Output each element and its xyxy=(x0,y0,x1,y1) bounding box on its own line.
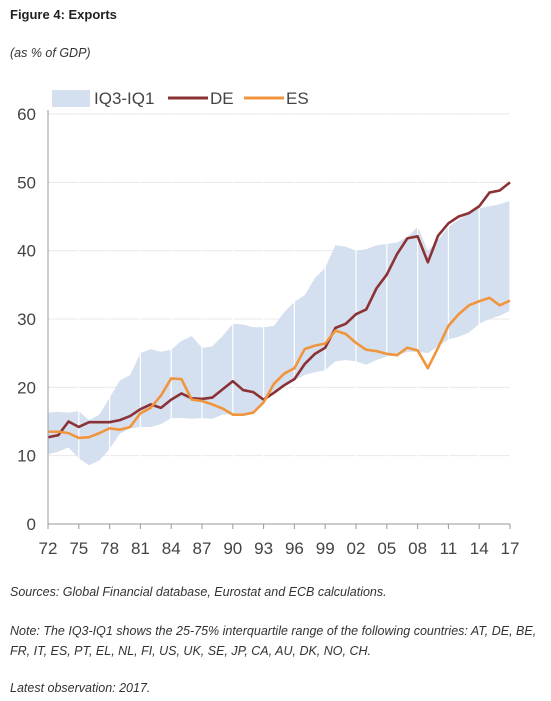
x-tick-label: 14 xyxy=(470,539,489,558)
x-tick-label: 90 xyxy=(223,539,242,558)
axes: 0 10 20 30 40 50 60 72 75 78 81 84 87 90 93 96 99 02 05 08 1… xyxy=(17,105,519,558)
interquartile-note: Note: The IQ3-IQ1 shows the 25-75% inter… xyxy=(10,624,537,658)
y-tick-label: 50 xyxy=(17,173,36,192)
x-tick-label: 93 xyxy=(254,539,273,558)
x-tick-label: 72 xyxy=(39,539,58,558)
legend-label-es: ES xyxy=(286,89,309,108)
series-line-de xyxy=(47,181,511,439)
x-tick-label: 08 xyxy=(408,539,427,558)
x-tick-label: 84 xyxy=(162,539,181,558)
x-tick-label: 96 xyxy=(285,539,304,558)
x-tick-label: 17 xyxy=(501,539,520,558)
legend-label-band: IQ3-IQ1 xyxy=(94,89,154,108)
legend-label-de: DE xyxy=(210,89,234,108)
sources-note: Sources: Global Financial database, Euro… xyxy=(10,585,387,599)
x-tick-label: 99 xyxy=(316,539,335,558)
x-tick-label: 02 xyxy=(347,539,366,558)
iq-band-layer xyxy=(48,200,510,466)
x-tick-label: 81 xyxy=(131,539,150,558)
y-tick-label: 60 xyxy=(17,105,36,124)
y-tick-label: 40 xyxy=(17,242,36,261)
y-tick-label: 0 xyxy=(27,515,36,534)
figure-title: Figure 4: Exports xyxy=(10,7,117,22)
exports-chart: 0 10 20 30 40 50 60 72 75 78 81 84 87 90 93 96 99 02 05 08 1… xyxy=(17,89,519,558)
latest-observation-note: Latest observation: 2017. xyxy=(10,681,151,695)
x-tick-label: 78 xyxy=(100,539,119,558)
x-tick-label: 87 xyxy=(193,539,212,558)
vertical-gridlines xyxy=(47,114,511,524)
x-tick-label: 11 xyxy=(440,539,458,558)
y-tick-label: 30 xyxy=(17,310,36,329)
legend: IQ3-IQ1 DE ES xyxy=(52,89,309,108)
x-tick-label: 75 xyxy=(69,539,88,558)
iq-band-area xyxy=(48,200,510,466)
series-lines xyxy=(47,181,511,440)
y-tick-label: 10 xyxy=(17,447,36,466)
y-tick-label: 20 xyxy=(17,378,36,397)
series-line-es xyxy=(48,296,511,440)
figure-subtitle: (as % of GDP) xyxy=(10,46,91,60)
legend-swatch-band xyxy=(52,90,90,107)
x-tick-label: 05 xyxy=(377,539,396,558)
